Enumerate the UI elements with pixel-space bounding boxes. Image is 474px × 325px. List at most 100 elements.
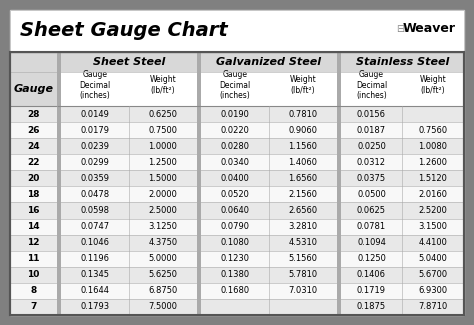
Text: 2.1560: 2.1560 [289, 190, 318, 199]
Text: 3.1250: 3.1250 [148, 222, 177, 231]
Text: 5.6250: 5.6250 [148, 270, 177, 279]
Bar [201, 52, 337, 72]
Text: 2.0000: 2.0000 [148, 190, 177, 199]
Text: 1.6560: 1.6560 [289, 174, 318, 183]
Text: Gauge
Decimal
(inches): Gauge Decimal (inches) [356, 70, 387, 100]
Bar [10, 170, 464, 186]
Text: 2.5200: 2.5200 [419, 206, 447, 215]
Text: 0.0359: 0.0359 [81, 174, 109, 183]
Text: 0.0640: 0.0640 [220, 206, 249, 215]
Text: Weaver: Weaver [403, 22, 456, 35]
Text: 2.6560: 2.6560 [289, 206, 318, 215]
Text: 2.5000: 2.5000 [148, 206, 177, 215]
Bar [10, 186, 464, 202]
Text: 0.0250: 0.0250 [357, 142, 386, 151]
Text: 0.0179: 0.0179 [81, 126, 109, 135]
Text: ⊟: ⊟ [396, 24, 404, 34]
Text: 5.1560: 5.1560 [289, 254, 318, 263]
Text: 0.0156: 0.0156 [357, 110, 386, 119]
Text: 10: 10 [27, 270, 40, 279]
Text: 0.1793: 0.1793 [81, 303, 109, 311]
Text: 7.8710: 7.8710 [419, 303, 447, 311]
Text: 1.0000: 1.0000 [148, 142, 177, 151]
Bar [10, 154, 464, 170]
Bar [10, 10, 464, 52]
Text: 11: 11 [27, 254, 40, 263]
Text: 4.4100: 4.4100 [419, 238, 447, 247]
Text: 0.0340: 0.0340 [220, 158, 249, 167]
Text: 0.7560: 0.7560 [419, 126, 447, 135]
Bar [10, 251, 464, 267]
Text: 1.4060: 1.4060 [289, 158, 318, 167]
Text: 1.2600: 1.2600 [419, 158, 447, 167]
Text: 5.0000: 5.0000 [148, 254, 177, 263]
Text: 0.6250: 0.6250 [148, 110, 177, 119]
Text: 0.0190: 0.0190 [220, 110, 249, 119]
Text: 6.8750: 6.8750 [148, 286, 178, 295]
Text: 7: 7 [30, 303, 36, 311]
Text: 28: 28 [27, 110, 40, 119]
Text: 0.1345: 0.1345 [81, 270, 109, 279]
Text: 18: 18 [27, 190, 40, 199]
Text: 0.7810: 0.7810 [289, 110, 318, 119]
Text: 22: 22 [27, 158, 40, 167]
Text: 1.1560: 1.1560 [289, 142, 318, 151]
Bar [10, 106, 464, 122]
Text: 4.5310: 4.5310 [289, 238, 318, 247]
Text: 0.0500: 0.0500 [357, 190, 386, 199]
Bar [10, 122, 464, 138]
Bar [57, 52, 61, 315]
Text: 0.1094: 0.1094 [357, 238, 386, 247]
Text: 4.3750: 4.3750 [148, 238, 178, 247]
Text: 0.0478: 0.0478 [81, 190, 109, 199]
Text: Weight
(lb/ft²): Weight (lb/ft²) [150, 75, 176, 95]
Text: 0.0149: 0.0149 [81, 110, 109, 119]
Text: 2.0160: 2.0160 [419, 190, 447, 199]
Bar [197, 52, 201, 315]
Bar [10, 299, 464, 315]
Bar [61, 52, 197, 72]
Text: 0.0187: 0.0187 [357, 126, 386, 135]
Text: 0.1875: 0.1875 [357, 303, 386, 311]
Text: 0.7500: 0.7500 [148, 126, 177, 135]
Bar [10, 235, 464, 251]
Text: 1.2500: 1.2500 [148, 158, 177, 167]
Text: 3.2810: 3.2810 [289, 222, 318, 231]
Text: 5.0400: 5.0400 [419, 254, 447, 263]
Text: Stainless Steel: Stainless Steel [356, 57, 449, 67]
Text: 7.0310: 7.0310 [289, 286, 318, 295]
Bar [10, 267, 464, 283]
Text: Sheet Gauge Chart: Sheet Gauge Chart [20, 21, 228, 41]
Text: 0.1644: 0.1644 [81, 286, 109, 295]
Text: 26: 26 [27, 126, 40, 135]
Text: 16: 16 [27, 206, 40, 215]
Text: 0.1719: 0.1719 [357, 286, 386, 295]
Text: 0.0312: 0.0312 [357, 158, 386, 167]
Text: 0.1230: 0.1230 [220, 254, 249, 263]
Bar [10, 138, 464, 154]
Text: 14: 14 [27, 222, 40, 231]
Text: 0.0220: 0.0220 [220, 126, 249, 135]
Text: 7.5000: 7.5000 [148, 303, 177, 311]
Bar [337, 52, 341, 315]
Text: 3.1500: 3.1500 [419, 222, 447, 231]
Bar [10, 283, 464, 299]
Text: 0.0781: 0.0781 [357, 222, 386, 231]
Text: Gauge: Gauge [13, 84, 54, 94]
Text: Sheet Steel: Sheet Steel [93, 57, 165, 67]
Text: 0.0747: 0.0747 [81, 222, 109, 231]
Text: 5.7810: 5.7810 [289, 270, 318, 279]
Text: 0.1196: 0.1196 [81, 254, 109, 263]
Text: 12: 12 [27, 238, 40, 247]
Text: 1.0080: 1.0080 [419, 142, 447, 151]
Text: 24: 24 [27, 142, 40, 151]
Text: 0.0280: 0.0280 [220, 142, 249, 151]
Text: 1.5120: 1.5120 [419, 174, 447, 183]
Text: 5.6700: 5.6700 [419, 270, 447, 279]
Bar [341, 52, 464, 72]
Text: 0.0375: 0.0375 [357, 174, 386, 183]
Text: 0.0598: 0.0598 [81, 206, 109, 215]
Text: 0.1406: 0.1406 [357, 270, 386, 279]
Bar [10, 52, 57, 106]
Text: 0.0299: 0.0299 [81, 158, 109, 167]
